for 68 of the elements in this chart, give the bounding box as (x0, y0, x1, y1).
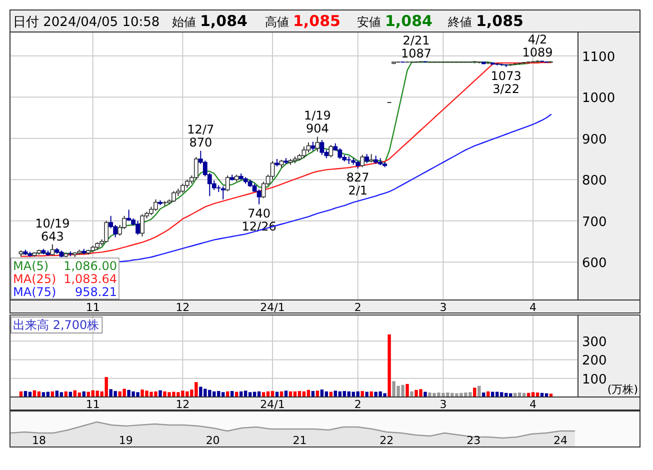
x-tick-label: 22 (380, 434, 394, 447)
annotation: 1/19 904 (304, 108, 331, 136)
x-tick-label: 11 (86, 301, 100, 314)
candlestick (270, 160, 275, 180)
x-tick-label: 11 (86, 398, 100, 411)
y-tick-label: 300 (582, 335, 607, 350)
candlestick (360, 154, 365, 168)
annotation: 出来高 2,700株 (13, 318, 100, 332)
candlestick (50, 244, 55, 256)
text: 安値 1,084 (357, 12, 432, 30)
y-tick-label: 100 (582, 372, 607, 388)
bar (370, 391, 373, 397)
x-tick-label: 3 (440, 301, 447, 314)
x-tick-label: 12 (176, 398, 190, 411)
annotation: 12/7 870 (187, 122, 214, 150)
y-axis-title: (万株) (607, 383, 638, 396)
candlestick (256, 189, 262, 205)
text: 始値 1,084 (172, 12, 248, 30)
x-tick-label: 24/1 (260, 301, 285, 314)
bar (388, 334, 391, 397)
x-tick-label: 24 (554, 434, 568, 447)
candlestick (320, 140, 324, 156)
bar (406, 384, 409, 397)
text: 高値 1,085 (265, 12, 340, 30)
candlestick (225, 174, 230, 192)
x-tick-label: 23 (466, 434, 481, 447)
bar (410, 391, 414, 397)
x-tick-label: 20 (206, 434, 220, 447)
y-tick-label: 900 (582, 132, 607, 148)
bar (473, 388, 476, 397)
bar (424, 392, 427, 397)
candlestick (302, 146, 306, 159)
x-tick-label: 24/1 (260, 398, 285, 411)
series-label: MA(25) 1,083.64 (13, 272, 117, 286)
candlestick (315, 136, 320, 152)
candlestick (194, 156, 198, 180)
candlestick (328, 144, 334, 158)
x-tick-label: 2 (354, 301, 362, 314)
y-tick-label: 200 (582, 354, 607, 369)
candlestick (306, 142, 311, 153)
annotation: 740 12/26 (242, 206, 276, 234)
bar (158, 390, 162, 397)
annotation: 4/2 1089 (522, 32, 553, 60)
x-tick-label: 2 (354, 398, 362, 411)
bar (365, 392, 368, 397)
annotation: 1073 3/22 (490, 69, 522, 96)
x-tick-label: 12 (176, 301, 190, 314)
x-tick-label: 19 (118, 434, 133, 447)
y-tick-label: 1000 (582, 91, 616, 106)
x-tick-label: 4 (530, 301, 537, 314)
x-tick-label: 18 (32, 434, 46, 447)
chart-title: 日付 2024/04/05 10:58 (13, 15, 160, 30)
candlestick (310, 141, 316, 152)
x-tick-label: 21 (292, 434, 307, 447)
candlestick (364, 154, 370, 164)
annotation: 827 2/1 (346, 170, 370, 198)
y-tick-label: 800 (582, 174, 607, 189)
y-tick-label: 600 (582, 256, 607, 272)
x-tick-label: 3 (440, 398, 447, 411)
annotation: 10/19 643 (35, 216, 70, 244)
text: MA(5) 1,086.00 (13, 259, 117, 273)
y-tick-label: 1100 (582, 50, 616, 65)
text: MA(75) 958.21 (13, 285, 117, 299)
y-tick-label: 700 (582, 214, 607, 230)
annotation: 2/21 1087 (400, 33, 432, 60)
x-tick-label: 4 (530, 398, 537, 411)
candlestick (220, 186, 226, 200)
text: 終値 1,085 (447, 12, 524, 30)
